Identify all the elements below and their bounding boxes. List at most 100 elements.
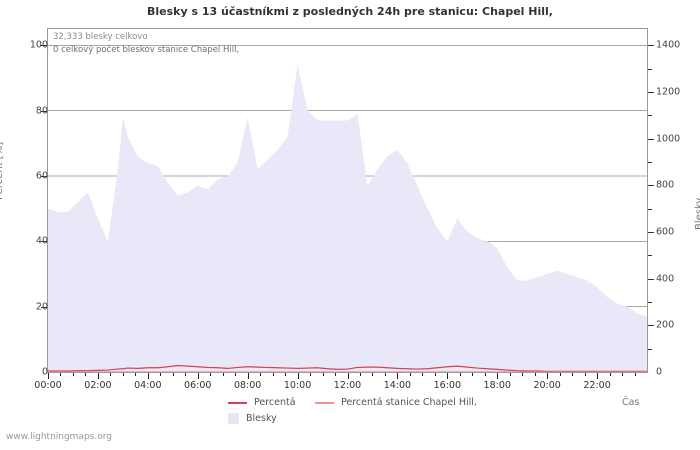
legend-item-blesky[interactable]: Blesky	[228, 413, 277, 424]
x-axis-minor-tick	[172, 373, 174, 376]
legend-item-percenta[interactable]: Percentá	[228, 397, 296, 408]
x-axis-minor-tick	[335, 373, 337, 376]
x-axis-tick-label: 22:00	[583, 380, 611, 391]
x-axis-minor-tick	[85, 373, 87, 376]
x-axis-minor-tick	[384, 373, 386, 376]
y-axis-right-minor-tick	[648, 162, 652, 163]
y-axis-left-tick-mark	[41, 45, 47, 47]
x-axis-tick-mark	[97, 373, 99, 379]
legend-line-swatch-percenta-station	[315, 401, 334, 404]
x-axis-minor-tick	[634, 373, 636, 376]
x-axis-minor-tick	[359, 373, 361, 376]
x-axis-minor-tick	[60, 373, 62, 376]
x-axis-tick-mark	[597, 373, 599, 379]
y-axis-right-minor-tick	[648, 68, 652, 70]
x-axis-tick-label: 16:00	[433, 380, 462, 391]
x-axis-minor-tick	[235, 373, 237, 376]
x-axis-tick-mark	[547, 373, 549, 379]
x-axis-tick-label: 18:00	[483, 380, 511, 391]
x-axis-minor-tick	[472, 373, 474, 376]
y-axis-left-tick-mark	[41, 306, 47, 308]
x-axis-tick-label: 08:00	[233, 380, 262, 391]
legend-label-blesky: Blesky	[246, 413, 277, 424]
legend-item-percenta-station[interactable]: Percentá stanice Chapel Hill,	[315, 397, 477, 408]
page-title: Blesky s 13 účastníkmi z posledných 24h …	[147, 5, 553, 18]
x-axis-tick-label: 02:00	[84, 380, 112, 391]
footer-url: www.lightningmaps.org	[6, 432, 112, 442]
annotation-station-strikes: 0 celkový počet bleskov stanice Chapel H…	[53, 45, 240, 55]
y-axis-left-tick-label: 100	[29, 39, 48, 51]
x-axis-minor-tick	[572, 373, 574, 376]
legend-line-swatch-percenta	[228, 401, 247, 404]
chart-canvas	[48, 44, 647, 372]
x-axis-tick-mark	[447, 373, 449, 379]
x-axis-tick-label: 20:00	[533, 380, 561, 391]
x-axis-tick-mark	[247, 373, 249, 379]
x-axis-tick-label: 06:00	[184, 380, 212, 391]
y-axis-right-minor-tick	[648, 208, 652, 210]
y-axis-right-minor-tick	[648, 302, 652, 303]
legend-area-swatch-blesky	[228, 413, 239, 424]
x-axis-tick-mark	[397, 373, 399, 379]
x-axis-tick-label: 10:00	[283, 380, 312, 391]
y-axis-left-tick-mark	[41, 241, 47, 243]
x-axis-minor-tick	[185, 373, 187, 376]
x-axis-minor-tick	[322, 373, 324, 376]
y-axis-left-tick-mark	[41, 110, 47, 112]
x-axis-tick-mark	[147, 373, 149, 379]
x-axis-minor-tick	[509, 373, 511, 376]
y-axis-right-tick-label: 600	[656, 226, 675, 238]
annotation-total-strikes: 32,333 blesky celkovo	[53, 32, 148, 42]
y-axis-right-tick-mark	[648, 92, 654, 93]
legend-label-percenta: Percentá	[254, 397, 296, 408]
y-axis-left-tick-mark	[41, 176, 47, 177]
x-axis-minor-tick	[260, 373, 262, 376]
y-axis-right-tick-label: 800	[656, 179, 675, 191]
x-axis-minor-tick	[72, 373, 74, 376]
x-axis-minor-tick	[534, 373, 536, 376]
x-axis-label: Čas	[622, 397, 640, 408]
y-axis-right-tick-label: 200	[656, 319, 675, 331]
x-axis-minor-tick	[210, 373, 212, 376]
x-axis-minor-tick	[222, 373, 224, 376]
legend-label-percenta-station: Percentá stanice Chapel Hill,	[341, 397, 477, 408]
x-axis-tick-mark	[497, 373, 499, 379]
y-axis-right-label: Blesky	[694, 197, 700, 230]
x-axis-tick-label: 12:00	[333, 380, 362, 391]
x-axis-minor-tick	[409, 373, 411, 376]
x-axis-minor-tick	[372, 373, 374, 376]
y-axis-right-tick-label: 1400	[656, 39, 681, 51]
y-axis-right-tick-label: 400	[656, 273, 675, 285]
x-axis-minor-tick	[122, 373, 124, 376]
x-axis-minor-tick	[434, 373, 436, 376]
x-axis-minor-tick	[609, 373, 611, 376]
y-axis-right-minor-tick	[648, 255, 652, 257]
y-axis-left-label: Percent [%]	[0, 141, 5, 200]
y-axis-right-tick-label: 1000	[656, 133, 681, 145]
x-axis-minor-tick	[285, 373, 287, 376]
x-axis-minor-tick	[584, 373, 586, 376]
x-axis-minor-tick	[160, 373, 162, 376]
x-axis-tick-label: 14:00	[383, 380, 412, 391]
x-axis-tick-label: 00:00	[34, 380, 62, 391]
y-axis-right-tick-mark	[648, 185, 654, 187]
y-axis-right-minor-tick	[648, 115, 652, 117]
x-axis-tick-mark	[48, 373, 49, 379]
x-axis-tick-mark	[197, 373, 199, 379]
y-axis-right-minor-tick	[648, 348, 652, 350]
x-axis-minor-tick	[522, 373, 524, 376]
x-axis-tick-mark	[347, 373, 349, 379]
x-axis-tick-mark	[297, 373, 299, 379]
y-axis-right-tick-mark	[648, 232, 654, 233]
x-axis-minor-tick	[110, 373, 112, 376]
x-axis-tick-label: 04:00	[134, 380, 162, 391]
x-axis-minor-tick	[484, 373, 486, 376]
x-axis-minor-tick	[272, 373, 274, 376]
y-axis-left-tick-label: 0	[41, 366, 48, 378]
y-axis-right-tick-mark	[648, 138, 654, 140]
y-axis-right-tick-mark	[648, 278, 654, 280]
x-axis-minor-tick	[459, 373, 461, 376]
y-axis-right-tick-label: 1200	[656, 86, 681, 98]
x-axis-minor-tick	[559, 373, 561, 376]
